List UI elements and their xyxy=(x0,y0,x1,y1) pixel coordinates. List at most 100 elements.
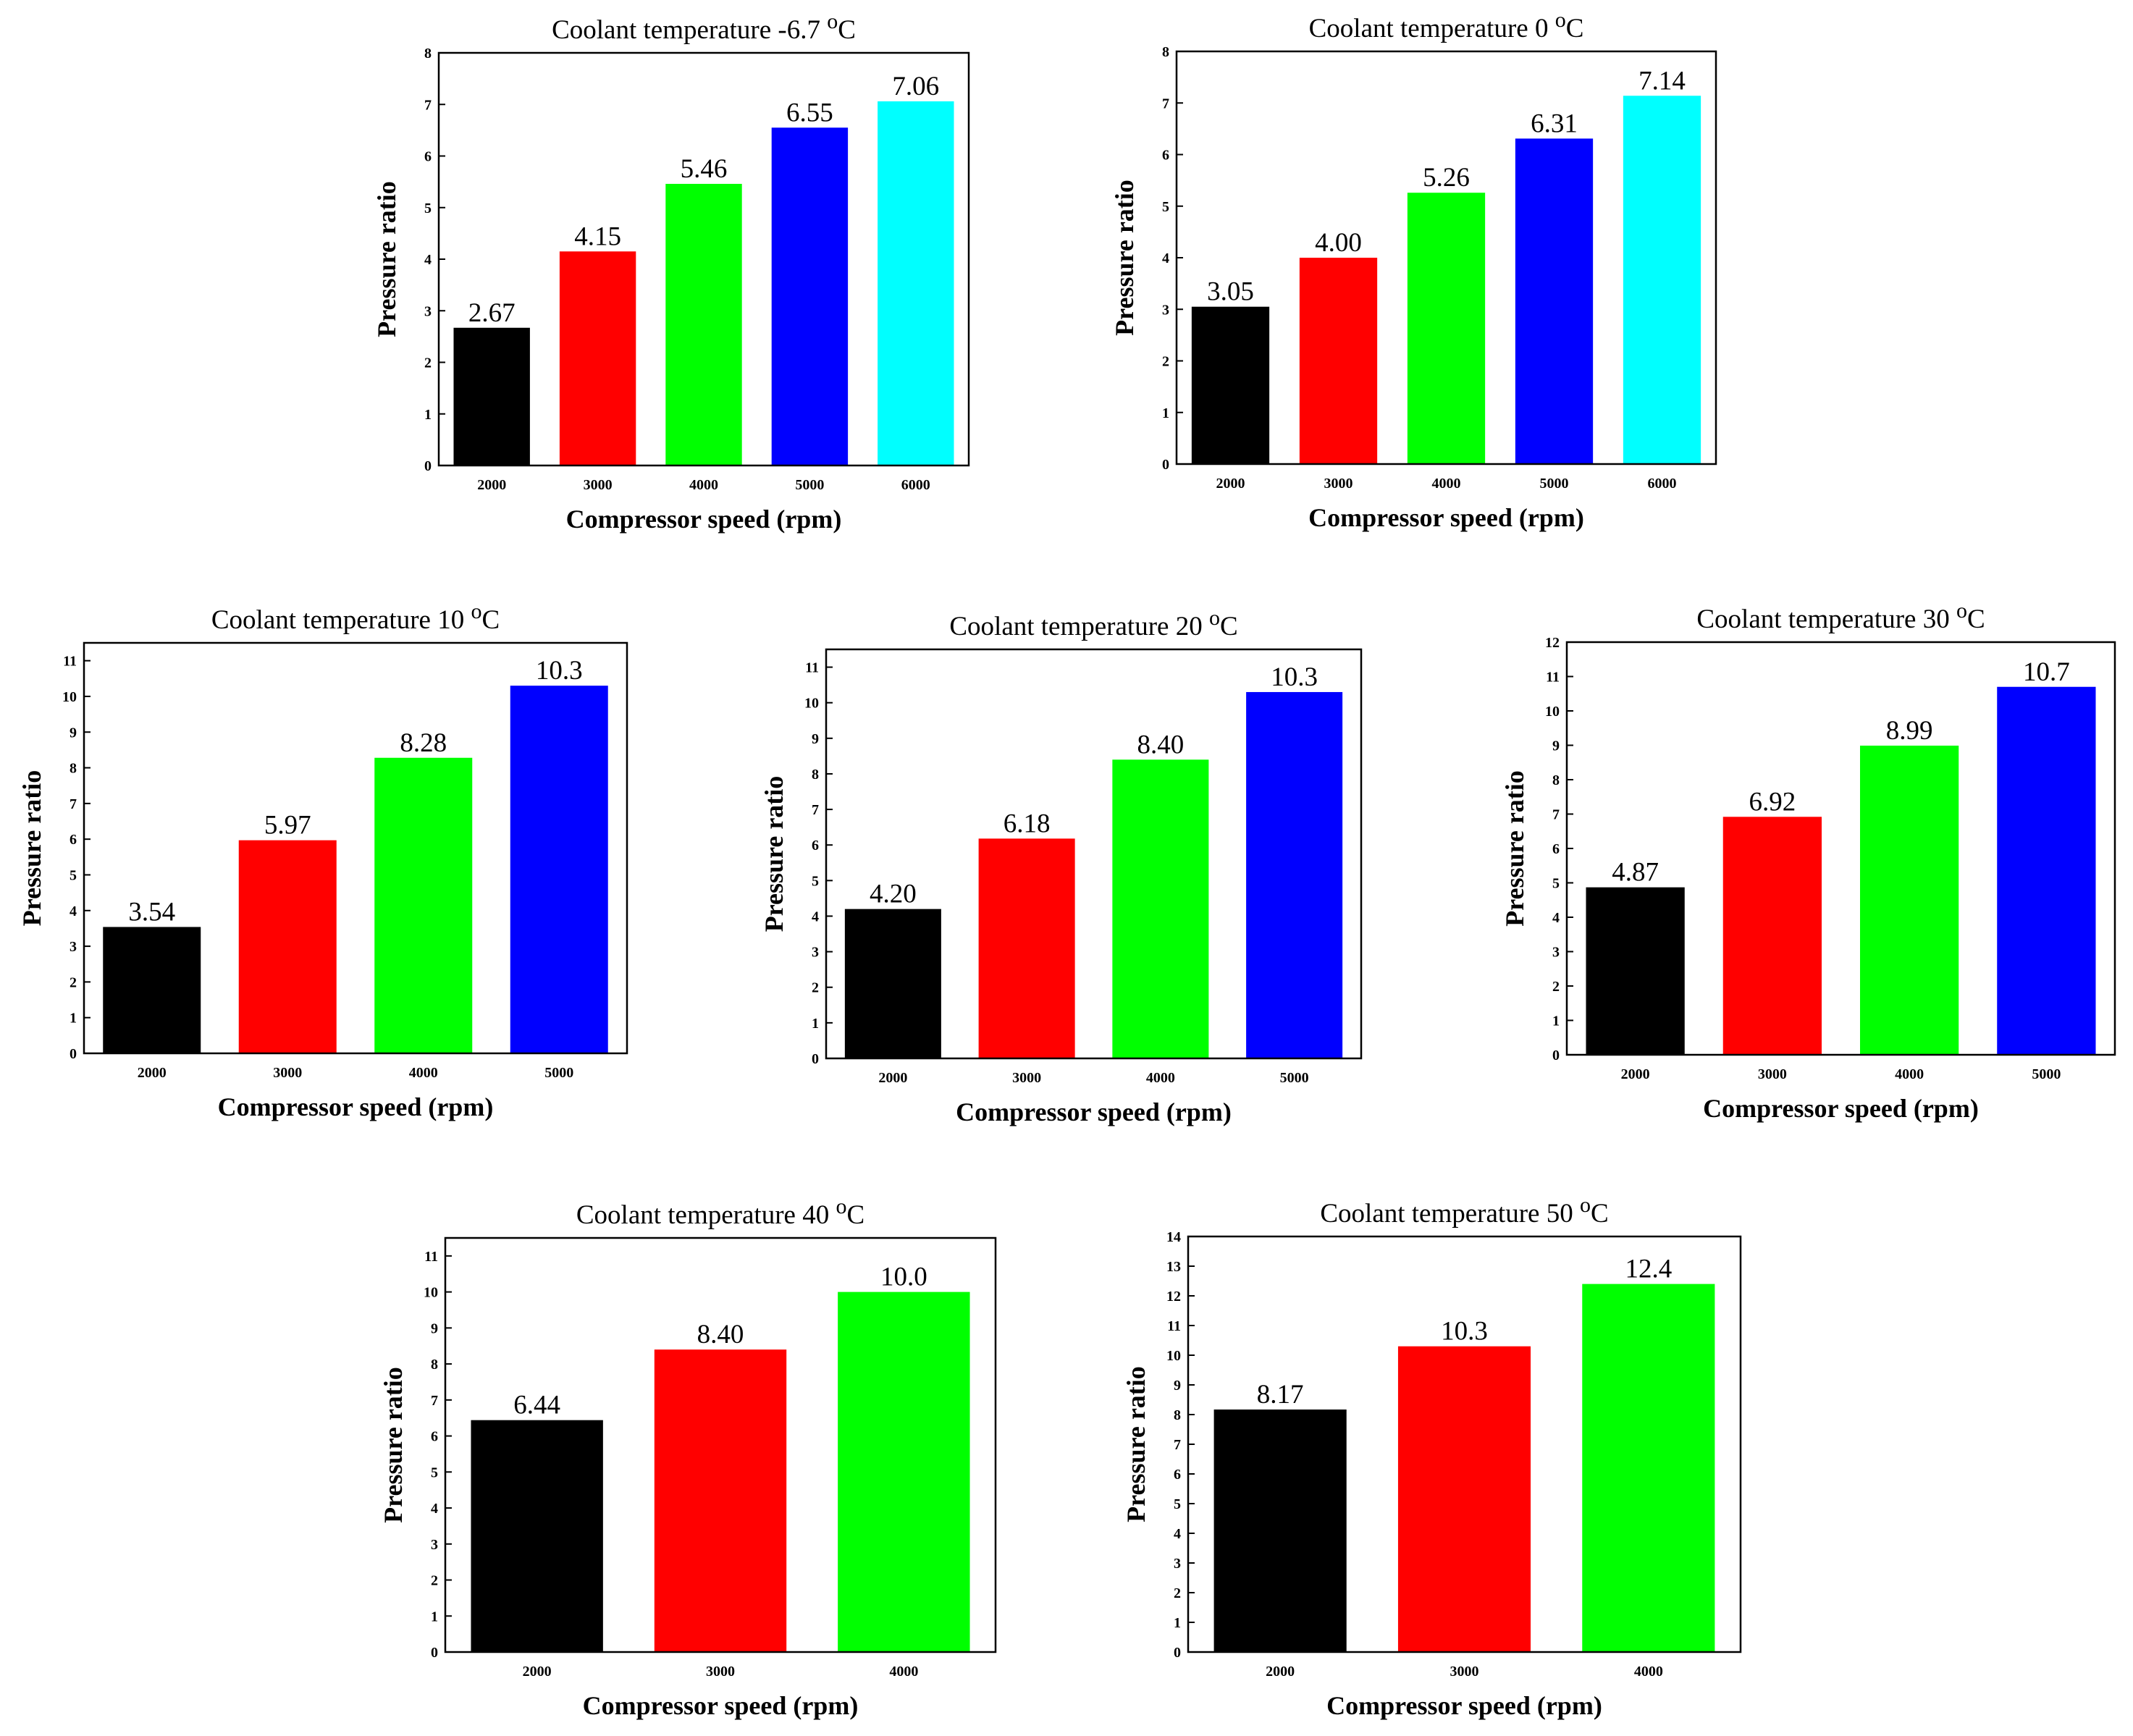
y-tick-label: 11 xyxy=(805,660,819,676)
data-label-2000: 8.17 xyxy=(1257,1380,1304,1410)
x-tick-label: 3000 xyxy=(1324,476,1353,492)
y-tick-label: 10 xyxy=(1545,704,1560,720)
x-tick-label: 3000 xyxy=(1450,1664,1479,1680)
chart-title-unit: C xyxy=(1591,1199,1609,1229)
y-tick-label: 7 xyxy=(70,796,77,812)
y-tick-label: 1 xyxy=(1162,405,1169,421)
chart-title-text: Coolant temperature 20 xyxy=(949,612,1209,641)
bar-5000 xyxy=(1997,686,2096,1055)
y-tick-label: 5 xyxy=(812,873,819,889)
chart-title: Coolant temperature 20 oC xyxy=(949,606,1237,641)
x-tick-label: 2000 xyxy=(1266,1664,1295,1680)
bar-4000 xyxy=(374,757,473,1053)
y-tick-label: 8 xyxy=(812,767,819,783)
y-tick-label: 7 xyxy=(1552,807,1560,823)
bar-3000 xyxy=(1722,817,1822,1055)
y-tick-label: 11 xyxy=(1546,670,1560,686)
y-tick-label: 11 xyxy=(1167,1318,1181,1334)
x-tick-label: 2000 xyxy=(878,1070,907,1086)
bar-3000 xyxy=(238,840,337,1053)
x-tick-label: 5000 xyxy=(2032,1066,2061,1082)
x-tick-label: 5000 xyxy=(1540,476,1569,492)
bar-3000 xyxy=(1299,258,1378,464)
chart-title: Coolant temperature 40 oC xyxy=(576,1194,864,1230)
chart-title-text: Coolant temperature 10 xyxy=(211,605,471,635)
chart-title-text: Coolant temperature 30 xyxy=(1696,604,1956,634)
x-tick-label: 4000 xyxy=(689,477,718,493)
data-label-4000: 10.0 xyxy=(880,1263,927,1292)
bar-4000 xyxy=(1859,745,1959,1055)
data-label-2000: 2.67 xyxy=(468,298,516,328)
y-tick-label: 7 xyxy=(424,97,432,113)
plot-frame xyxy=(1187,1235,1742,1653)
y-tick-label: 4 xyxy=(1552,910,1560,926)
chart-title: Coolant temperature 50 oC xyxy=(1320,1193,1608,1229)
y-tick-label: 4 xyxy=(812,909,819,924)
data-label-4000: 8.40 xyxy=(1137,730,1185,759)
y-tick-label: 4 xyxy=(424,252,432,268)
chart-title-unit: C xyxy=(1967,604,1985,634)
data-label-4000: 5.26 xyxy=(1423,163,1470,193)
y-tick-label: 4 xyxy=(1162,250,1169,266)
y-tick-label: 6 xyxy=(1162,148,1169,164)
y-tick-label: 8 xyxy=(1552,772,1560,788)
chart-title-text: Coolant temperature 40 xyxy=(576,1200,836,1230)
y-tick-label: 9 xyxy=(431,1320,438,1336)
y-tick-label: 6 xyxy=(1552,841,1560,857)
x-axis-label: Compressor speed (rpm) xyxy=(218,1092,494,1121)
y-tick-label: 2 xyxy=(1174,1585,1181,1601)
y-tick-label: 8 xyxy=(1174,1407,1181,1423)
y-axis-label: Pressure ratio xyxy=(379,1367,408,1523)
data-label-2000: 3.05 xyxy=(1207,277,1254,307)
x-tick-label: 3000 xyxy=(1758,1066,1787,1082)
y-tick-label: 1 xyxy=(812,1016,819,1032)
y-tick-label: 0 xyxy=(1162,457,1169,473)
y-tick-label: 7 xyxy=(1174,1437,1181,1453)
chart-panel-6: Coolant temperature 40 oC 6.44 2000 8.40 300… xyxy=(379,1194,997,1720)
y-tick-label: 2 xyxy=(70,974,77,990)
y-tick-label: 0 xyxy=(424,458,432,474)
bar-4000 xyxy=(1407,193,1486,464)
y-tick-label: 2 xyxy=(812,980,819,996)
data-label-2000: 4.87 xyxy=(1612,858,1659,888)
chart-title-degree: o xyxy=(1555,8,1566,32)
y-tick-label: 8 xyxy=(424,46,432,62)
y-tick-label: 5 xyxy=(1174,1496,1181,1512)
y-tick-label: 8 xyxy=(70,761,77,777)
y-tick-label: 10 xyxy=(1166,1348,1181,1364)
x-tick-label: 6000 xyxy=(1648,476,1677,492)
y-axis-label: Pressure ratio xyxy=(17,770,46,927)
chart-title-degree: o xyxy=(1956,599,1967,623)
bar-2000 xyxy=(453,327,530,465)
x-axis-label: Compressor speed (rpm) xyxy=(956,1097,1232,1126)
y-tick-label: 1 xyxy=(431,1609,438,1625)
x-tick-label: 3000 xyxy=(584,477,613,493)
y-axis-label: Pressure ratio xyxy=(1110,180,1139,336)
bar-3000 xyxy=(654,1349,787,1652)
data-label-6000: 7.06 xyxy=(892,72,939,101)
chart-panel-7: Coolant temperature 50 oC 8.17 2000 10.3 300… xyxy=(1122,1193,1742,1720)
chart-title: Coolant temperature 10 oC xyxy=(211,599,500,635)
y-tick-label: 5 xyxy=(431,1465,438,1480)
y-tick-label: 0 xyxy=(1552,1048,1560,1063)
y-tick-label: 3 xyxy=(424,303,432,319)
bar-2000 xyxy=(1213,1410,1347,1652)
x-tick-label: 2000 xyxy=(1621,1066,1650,1082)
y-tick-label: 8 xyxy=(1162,44,1169,60)
y-tick-label: 4 xyxy=(70,903,77,919)
plot-frame xyxy=(437,51,970,467)
bar-4000 xyxy=(838,1292,970,1652)
x-tick-label: 3000 xyxy=(1012,1070,1041,1086)
bar-2000 xyxy=(471,1420,603,1652)
chart-title: Coolant temperature 30 oC xyxy=(1696,599,1985,634)
y-tick-label: 5 xyxy=(70,867,77,883)
y-tick-label: 3 xyxy=(70,939,77,955)
data-label-2000: 6.44 xyxy=(513,1391,560,1420)
y-tick-label: 1 xyxy=(1552,1014,1560,1029)
y-tick-label: 9 xyxy=(1552,738,1560,754)
bar-5000 xyxy=(510,686,608,1053)
y-tick-label: 3 xyxy=(812,945,819,961)
x-tick-label: 4000 xyxy=(889,1664,918,1680)
y-tick-label: 5 xyxy=(1162,199,1169,215)
